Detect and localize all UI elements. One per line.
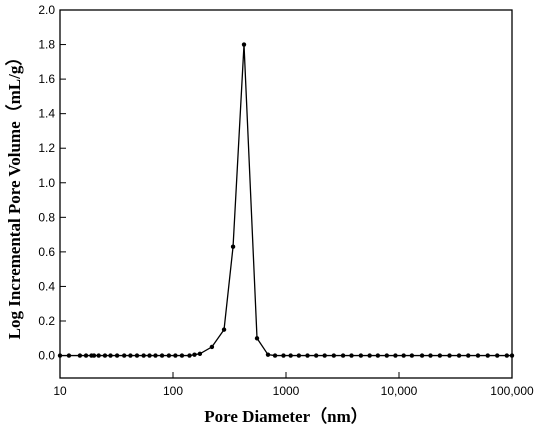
data-point <box>192 352 197 357</box>
data-point <box>96 353 101 358</box>
data-point <box>114 353 120 358</box>
data-point <box>83 353 89 358</box>
data-point <box>102 353 108 358</box>
data-point <box>428 353 433 358</box>
data-point <box>419 353 425 358</box>
data-point <box>230 244 236 249</box>
data-point <box>349 353 354 358</box>
y-tick-label: 0.8 <box>38 210 55 224</box>
data-point <box>66 353 72 358</box>
data-point <box>241 42 247 47</box>
data-point <box>322 353 327 358</box>
data-point <box>509 353 515 358</box>
data-point <box>340 353 346 358</box>
data-point <box>504 353 510 358</box>
data-point <box>57 353 63 358</box>
data-point <box>128 353 133 358</box>
x-tick-label: 100,000 <box>490 384 534 398</box>
y-tick-label: 1.2 <box>38 141 55 155</box>
data-point <box>153 353 158 358</box>
data-point <box>159 353 165 358</box>
data-point <box>209 344 215 350</box>
data-point <box>409 353 415 358</box>
data-point <box>401 353 406 358</box>
data-point <box>281 353 286 358</box>
y-axis-title: Log Incremental Pore Volume（mL/g） <box>4 49 24 340</box>
data-point <box>495 353 500 358</box>
data-point <box>367 353 372 358</box>
y-tick-label: 0.6 <box>38 245 55 259</box>
data-point <box>485 353 490 358</box>
x-tick-label: 100 <box>163 384 183 398</box>
data-point <box>122 353 127 358</box>
data-point <box>305 353 310 358</box>
y-tick-label: 1.4 <box>38 107 55 121</box>
plot-frame <box>59 9 513 379</box>
y-tick-label: 0.2 <box>38 314 55 328</box>
data-point <box>173 353 178 358</box>
y-tick-label: 0.0 <box>38 349 55 363</box>
data-point <box>77 353 83 358</box>
data-point <box>296 353 302 358</box>
data-point <box>358 353 364 358</box>
x-tick-label: 10 <box>53 384 67 398</box>
data-point <box>384 353 390 358</box>
data-point <box>254 336 260 341</box>
y-tick-label: 1.0 <box>38 176 55 190</box>
data-point <box>447 353 452 358</box>
y-tick-label: 0.4 <box>38 279 55 293</box>
x-tick-label: 10,000 <box>381 384 418 398</box>
data-point <box>313 353 319 358</box>
data-point <box>108 353 113 358</box>
data-line <box>60 44 512 357</box>
data-point <box>221 327 227 332</box>
data-point <box>437 353 443 358</box>
data-point <box>265 352 271 357</box>
x-tick-label: 1000 <box>273 384 300 398</box>
y-tick-label: 2.0 <box>38 3 55 17</box>
data-point <box>197 351 203 357</box>
data-point <box>91 353 97 358</box>
data-point <box>141 353 146 358</box>
data-point <box>466 353 471 358</box>
data-point <box>179 353 185 358</box>
data-point <box>187 353 192 358</box>
data-point <box>134 353 140 358</box>
data-point <box>166 353 172 358</box>
data-point <box>331 353 337 358</box>
data-point <box>475 353 481 358</box>
x-axis-title: Pore Diameter（nm） <box>204 406 368 426</box>
data-point <box>456 353 462 358</box>
data-point <box>375 353 381 358</box>
y-tick-label: 1.8 <box>38 38 55 52</box>
data-point <box>288 353 293 358</box>
data-point <box>393 353 398 358</box>
data-point <box>272 353 278 358</box>
data-point <box>147 353 152 358</box>
y-tick-label: 1.6 <box>38 72 55 86</box>
